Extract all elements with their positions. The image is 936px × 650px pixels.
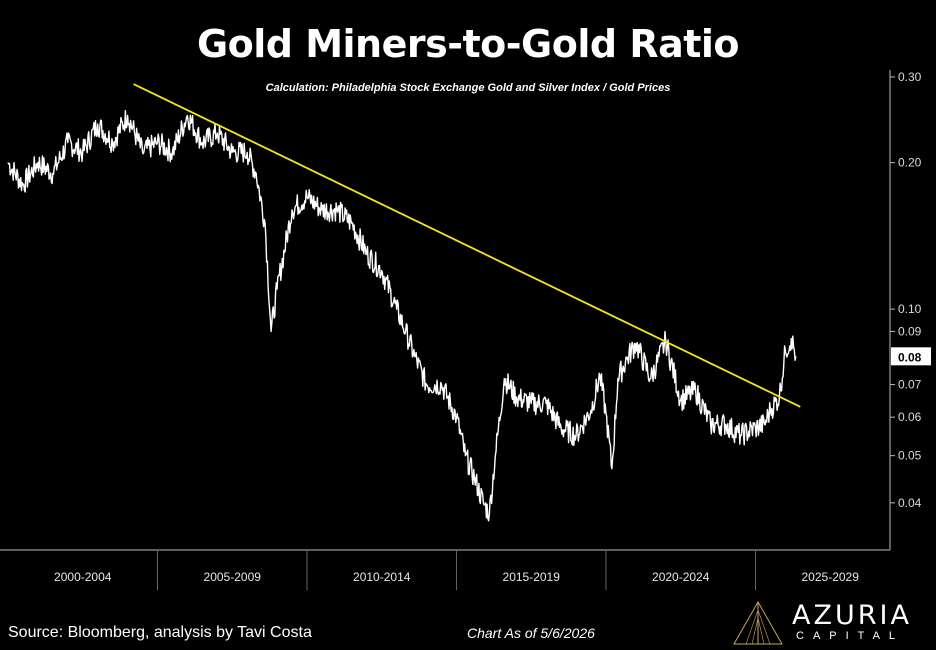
last-value-badge [891, 347, 931, 366]
x-category-label: 2025-2029 [802, 570, 860, 584]
x-category-label: 2000-2004 [54, 570, 112, 584]
y-tick-label: 0.07 [898, 378, 922, 392]
y-tick-label: 0.10 [898, 302, 922, 316]
y-tick-label: 0.30 [898, 70, 922, 84]
y-tick-label: 0.04 [898, 496, 922, 510]
logo-subtitle: CAPITAL [796, 630, 905, 642]
as-of-note: Chart As of 5/6/2026 [467, 625, 595, 641]
chart-subtitle: Calculation: Philadelphia Stock Exchange… [265, 82, 671, 94]
azuria-logo: AZURIA CAPITAL [728, 600, 928, 646]
x-category-label: 2010-2014 [353, 570, 411, 584]
ratio-series-line [7, 110, 797, 522]
x-category-label: 2005-2009 [204, 570, 262, 584]
last-value-label: 0.08 [898, 350, 922, 364]
source-note: Source: Bloomberg, analysis by Tavi Cost… [8, 624, 312, 641]
logo-name: AZURIA [792, 600, 912, 631]
y-tick-label: 0.09 [898, 324, 922, 338]
chart-area: 0.30 0.20 0.10 0.09 0.07 0.06 0.05 0.04 2000-200… [0, 70, 931, 590]
trend-line [133, 83, 801, 408]
x-category-label: 2020-2024 [652, 570, 710, 584]
logo-mark-icon [733, 600, 783, 645]
x-category-label: 2015-2019 [503, 570, 561, 584]
y-tick-label: 0.05 [898, 449, 922, 463]
y-tick-label: 0.20 [898, 156, 922, 170]
chart-title: Gold Miners-to-Gold Ratio [196, 22, 740, 66]
y-tick-label: 0.06 [898, 410, 922, 424]
